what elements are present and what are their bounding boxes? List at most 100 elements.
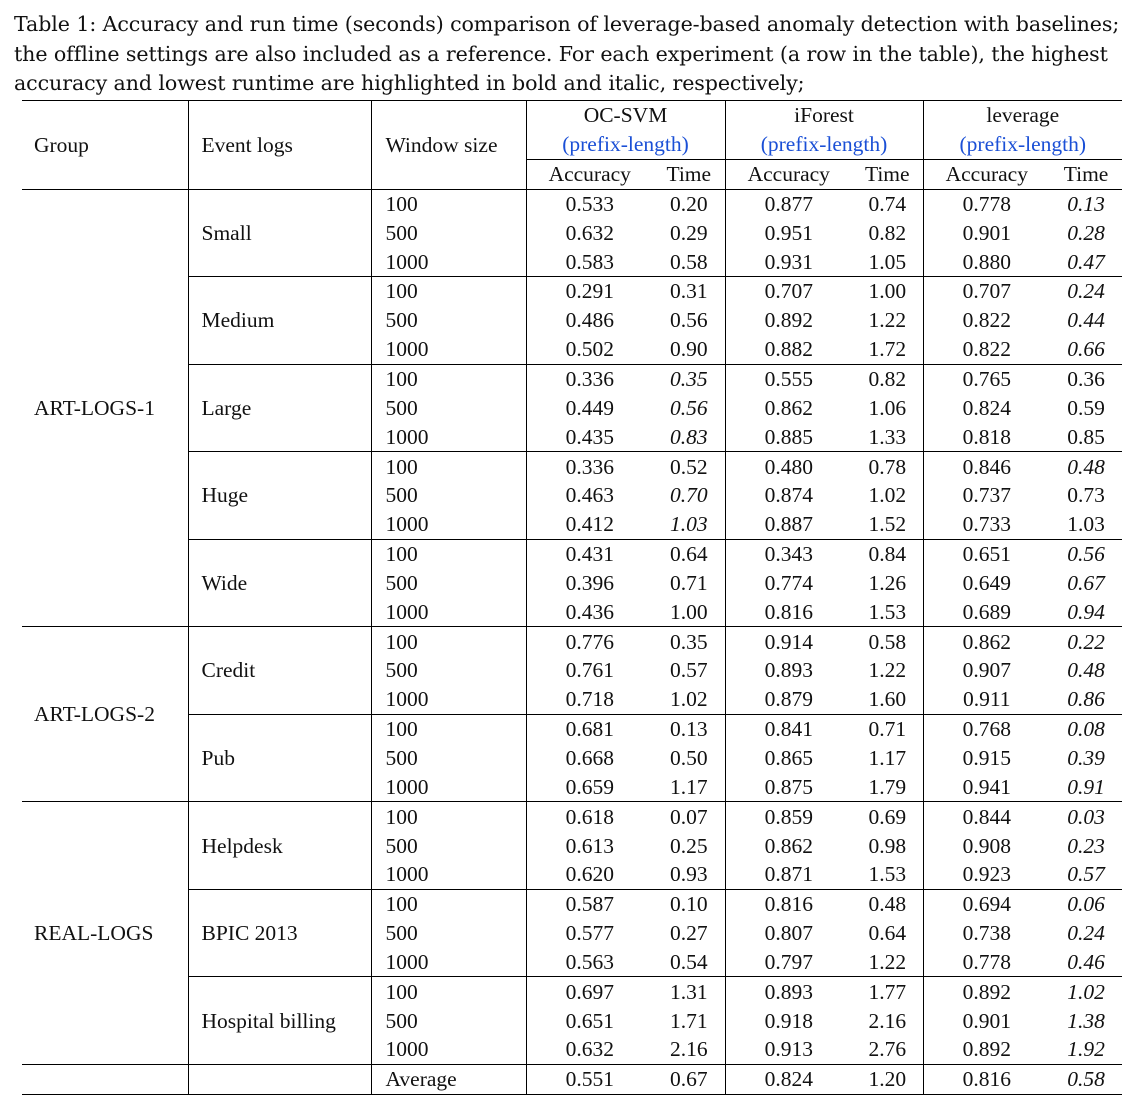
time-cell: 1.33: [868, 424, 907, 449]
average-log-cell: [187, 1063, 371, 1095]
window-size-cell: 1000: [370, 772, 526, 802]
accuracy-cell: 0.862: [922, 626, 1051, 657]
time-cell: 0.98: [868, 833, 907, 858]
accuracy-cell: 0.816: [724, 597, 853, 627]
header-method-ocsvm: OC-SVM: [525, 100, 726, 130]
average-time-cell: 1.20: [852, 1063, 924, 1095]
time-cell: 1.06: [868, 395, 907, 420]
time-cell: 0.23: [1067, 833, 1105, 858]
window-size-cell: 500: [370, 568, 526, 598]
accuracy-cell: 0.694: [922, 888, 1051, 919]
accuracy-cell: 0.824: [922, 393, 1051, 423]
time-cell: 1.53: [868, 599, 907, 624]
accuracy-cell: 0.613: [525, 831, 653, 860]
accuracy-cell: 0.583: [525, 247, 653, 277]
table-row: 1000 0.412 1.03 0.887 1.52 0.733 1.03: [22, 509, 1122, 540]
accuracy-cell: 0.908: [922, 831, 1051, 860]
accuracy-cell: 0.893: [724, 656, 853, 685]
header-accuracy: Accuracy: [922, 158, 1051, 190]
header-sub-leverage: (prefix-length): [922, 129, 1123, 160]
average-accuracy-cell: 0.816: [922, 1063, 1051, 1095]
window-size-cell: 100: [370, 363, 526, 394]
time-cell: 0.22: [1050, 626, 1123, 657]
time-cell: 0.78: [852, 451, 924, 481]
time-cell: 0.35: [653, 363, 726, 394]
accuracy-cell: 0.765: [922, 363, 1051, 394]
table-caption: Table 1: Accuracy and run time (seconds)…: [14, 12, 1120, 95]
time-cell: 0.66: [1067, 337, 1105, 362]
time-cell: 0.69: [852, 801, 924, 832]
accuracy-cell: 0.841: [724, 713, 853, 744]
accuracy-cell: 0.822: [922, 305, 1051, 335]
window-size-cell: 100: [370, 801, 526, 832]
accuracy-cell: 0.816: [724, 888, 853, 919]
time-cell: 0.59: [1067, 395, 1105, 420]
accuracy-cell: 0.877: [724, 189, 853, 219]
window-size-cell: 100: [370, 976, 526, 1007]
accuracy-cell: 0.923: [922, 859, 1051, 890]
accuracy-cell: 0.885: [724, 422, 853, 452]
table-row: 1000 0.718 1.02 0.879 1.60 0.911 0.86: [22, 684, 1122, 715]
event-log-cell: Credit: [187, 626, 371, 715]
time-cell: 0.56: [669, 308, 708, 333]
accuracy-cell: 0.718: [525, 684, 653, 715]
accuracy-cell: 0.577: [525, 918, 653, 948]
accuracy-cell: 0.449: [525, 393, 653, 423]
table-row: 1000 0.435 0.83 0.885 1.33 0.818 0.85: [22, 422, 1122, 452]
window-size-cell: 100: [370, 888, 526, 919]
accuracy-cell: 0.291: [525, 276, 653, 306]
table-row: Pub 100 0.681 0.13 0.841 0.71 0.768 0.08: [22, 713, 1123, 802]
table-row: ART-LOGS-1 Small 100 0.533 0.20 0.877 0.74 0.77…: [22, 189, 1122, 420]
time-cell: 0.94: [1067, 599, 1105, 624]
window-size-cell: 500: [370, 305, 526, 335]
time-cell: 1.05: [868, 249, 907, 274]
window-size-cell: 1000: [370, 509, 526, 540]
table-row: 500 0.449 0.56 0.862 1.06 0.824 0.59: [22, 393, 1122, 423]
time-cell: 2.16: [669, 1037, 708, 1062]
window-size-cell: 1000: [370, 859, 526, 890]
window-size-cell: 500: [370, 480, 526, 510]
accuracy-cell: 0.901: [922, 1006, 1051, 1035]
accuracy-cell: 0.431: [525, 538, 653, 569]
time-cell: 1.92: [1067, 1037, 1105, 1062]
time-cell: 2.76: [868, 1037, 907, 1062]
time-cell: 1.02: [669, 687, 708, 712]
accuracy-cell: 0.563: [525, 947, 653, 977]
group-cell: REAL-LOGS: [22, 801, 188, 1065]
table-row: 1000 0.436 1.00 0.816 1.53 0.689 0.94: [22, 597, 1122, 627]
table-row: 1000 0.659 1.17 0.875 1.79 0.941 0.91: [22, 772, 1122, 802]
accuracy-cell: 0.737: [922, 480, 1051, 510]
accuracy-cell: 0.859: [724, 801, 853, 832]
time-cell: 0.82: [852, 363, 924, 394]
time-cell: 0.08: [1050, 713, 1123, 744]
time-cell: 0.27: [669, 921, 708, 946]
accuracy-cell: 0.336: [525, 363, 653, 394]
time-cell: 0.03: [1050, 801, 1123, 832]
accuracy-cell: 0.892: [922, 1035, 1051, 1065]
table-row: 1000 0.502 0.90 0.882 1.72 0.822 0.66: [22, 334, 1122, 365]
accuracy-cell: 0.697: [525, 976, 653, 1007]
event-log-cell: Medium: [187, 276, 371, 365]
window-size-cell: 100: [370, 189, 526, 219]
window-size-cell: 100: [370, 626, 526, 657]
table-row: 1000 0.583 0.58 0.931 1.05 0.880 0.47: [22, 247, 1122, 277]
time-cell: 1.38: [1067, 1008, 1105, 1033]
accuracy-cell: 0.911: [922, 684, 1051, 715]
table-row: 500 0.577 0.27 0.807 0.64 0.738 0.24: [22, 918, 1122, 948]
accuracy-cell: 0.893: [724, 976, 853, 1007]
average-time-cell: 0.58: [1050, 1063, 1123, 1095]
time-cell: 1.71: [669, 1008, 708, 1033]
table-row: 500 0.613 0.25 0.862 0.98 0.908 0.23: [22, 831, 1122, 860]
event-log-cell: Large: [187, 363, 371, 452]
table-row: Hospital billing 100 0.697 1.31 0.893 1.77 0.8…: [22, 976, 1123, 1065]
accuracy-cell: 0.778: [922, 947, 1051, 977]
accuracy-cell: 0.632: [525, 218, 653, 248]
window-size-cell: 500: [370, 831, 526, 860]
table-row: ART-LOGS-2 Credit 100 0.776 0.35 0.914 0.58 0.8…: [22, 626, 1123, 802]
average-group-cell: [22, 1063, 188, 1095]
accuracy-cell: 0.882: [724, 334, 853, 365]
accuracy-cell: 0.668: [525, 743, 653, 773]
time-cell: 0.67: [1067, 570, 1105, 595]
accuracy-cell: 0.649: [922, 568, 1051, 598]
accuracy-cell: 0.892: [922, 976, 1051, 1007]
